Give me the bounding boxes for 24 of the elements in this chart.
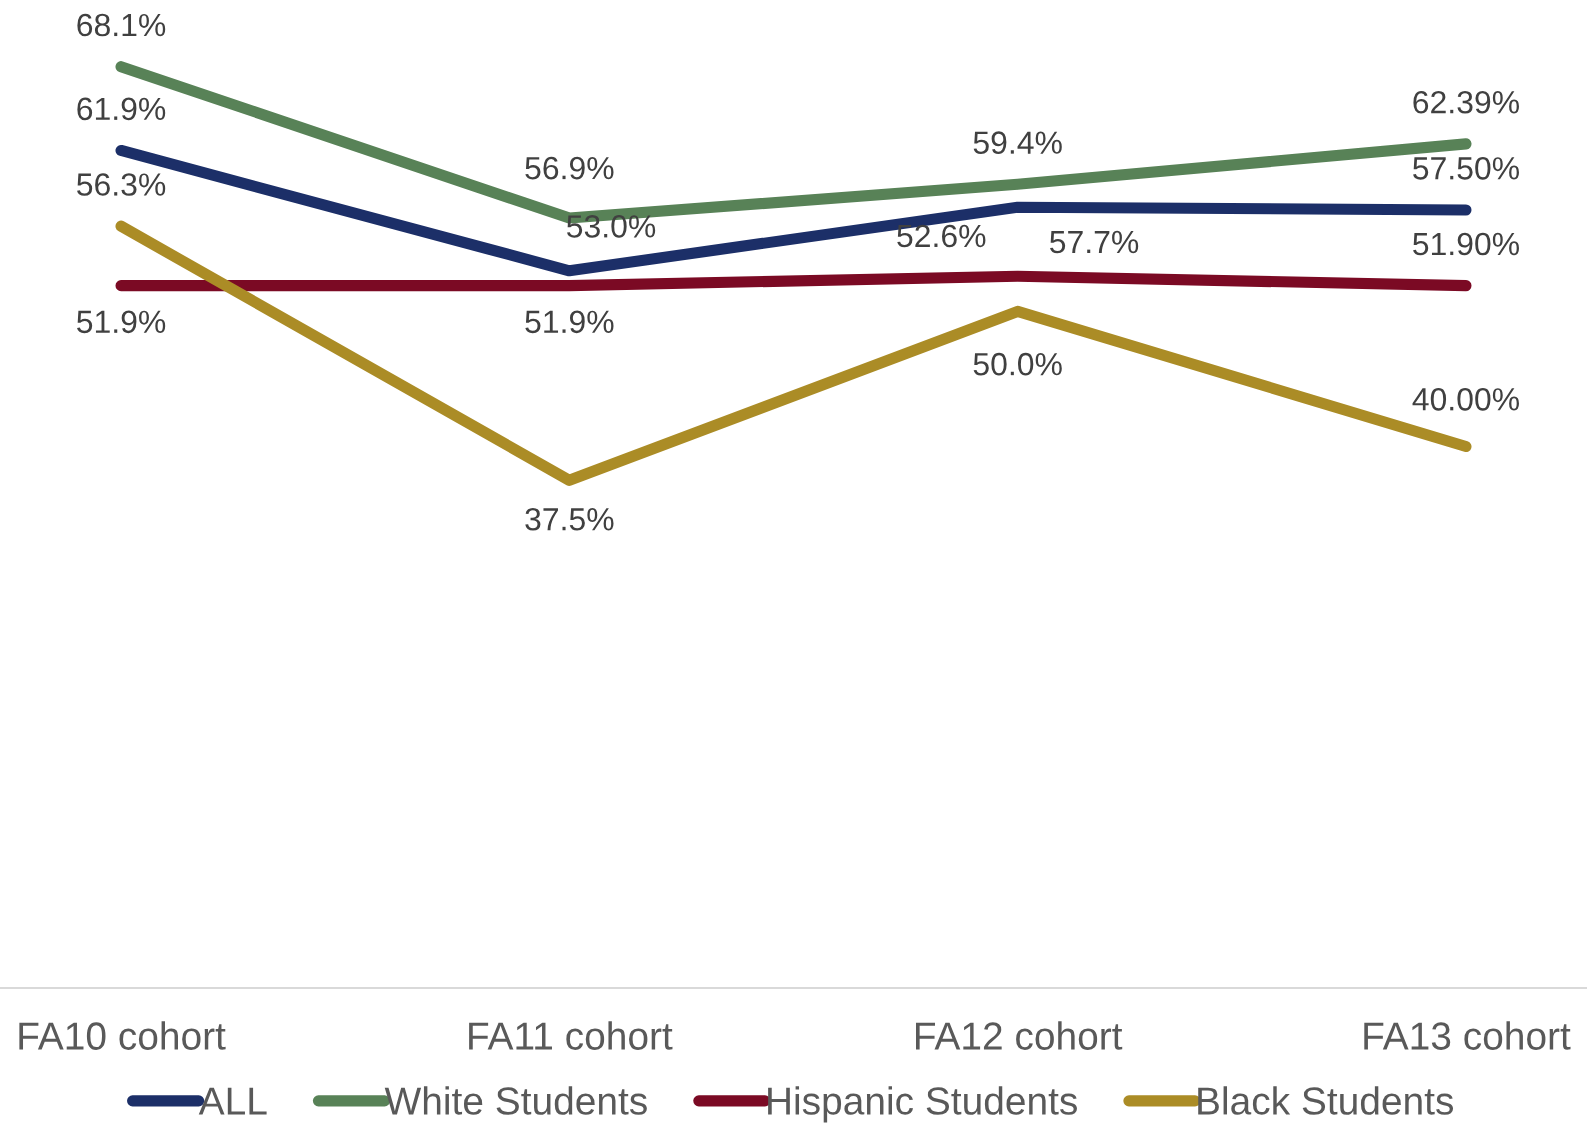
- x-tick-label: FA13 cohort: [1364, 1021, 1571, 1050]
- data-label: 37.5%: [525, 507, 614, 531]
- data-label: 52.6%: [897, 224, 986, 248]
- x-tick-label: FA12 cohort: [916, 1021, 1123, 1050]
- x-tick-label: FA10 cohort: [19, 1021, 226, 1050]
- legend-label: White Students: [384, 1086, 647, 1115]
- data-label: 51.90%: [1413, 232, 1519, 256]
- legend-label: Black Students: [1198, 1086, 1454, 1115]
- data-label: 68.1%: [77, 13, 166, 37]
- x-tick-label: FA11 cohort: [469, 1021, 673, 1050]
- data-label: 50.0%: [973, 352, 1062, 376]
- data-label: 62.39%: [1413, 90, 1519, 114]
- data-label: 53.0%: [567, 215, 656, 238]
- data-label: 59.4%: [973, 131, 1062, 154]
- data-label: 61.9%: [77, 97, 166, 121]
- data-label: 56.9%: [525, 156, 614, 180]
- data-label: 51.9%: [525, 310, 614, 334]
- data-label: 40.00%: [1412, 388, 1519, 411]
- legend-label: ALL: [198, 1087, 267, 1115]
- legend-label: Hispanic Students: [768, 1086, 1077, 1123]
- data-label: 56.3%: [77, 173, 166, 196]
- data-label: 57.50%: [1413, 157, 1519, 180]
- data-label: 51.9%: [77, 310, 166, 334]
- data-label: 57.7%: [1050, 230, 1139, 254]
